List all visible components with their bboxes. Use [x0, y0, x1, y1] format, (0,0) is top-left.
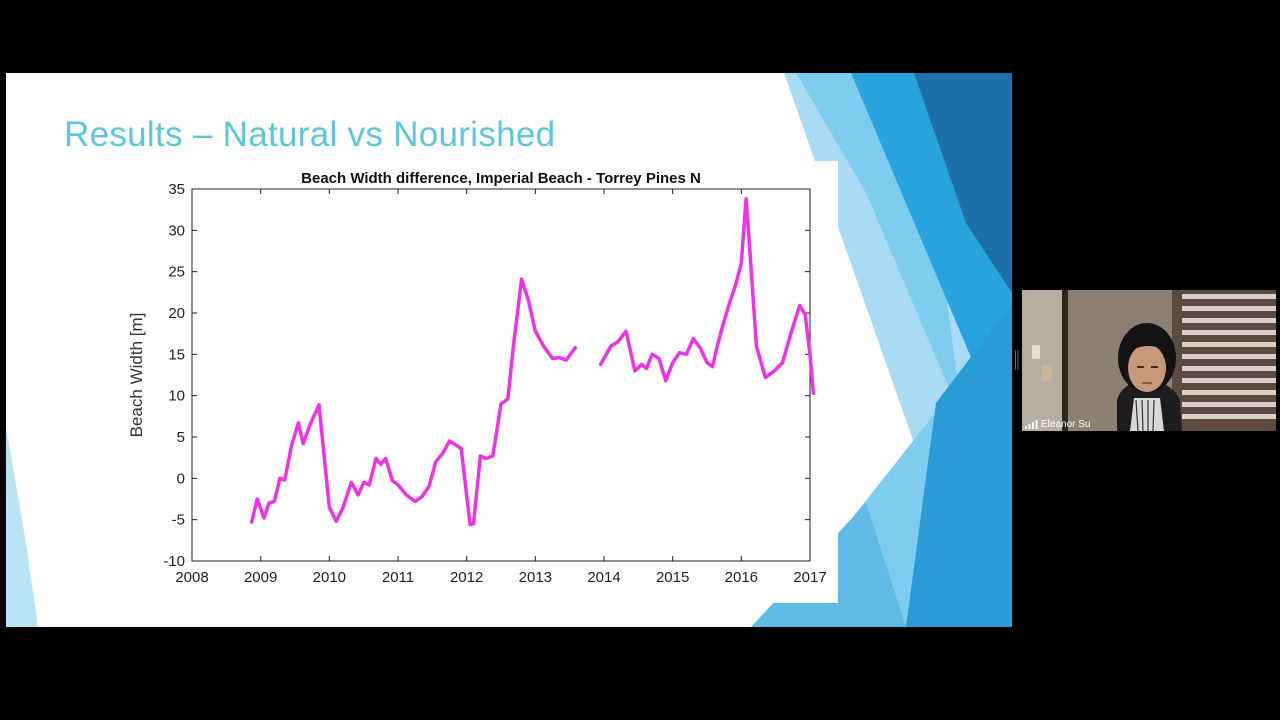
chart-title: Beach Width difference, Imperial Beach -…: [301, 170, 701, 187]
bg-shape-dark-1: [914, 73, 1012, 293]
x-tick-label: 2009: [244, 569, 277, 586]
y-tick-label: 25: [168, 264, 185, 281]
panel-splitter-handle[interactable]: [1015, 350, 1019, 370]
participant-name: Eleanor Su: [1041, 418, 1091, 430]
plot-area-frame: [191, 188, 811, 562]
window-blinds: [1182, 294, 1276, 419]
x-tick-label: 2017: [793, 569, 826, 586]
signal-bars-icon: [1025, 420, 1038, 429]
presentation-slide: Results – Natural vs Nourished 2008 2009 2…: [6, 73, 1012, 627]
x-tick-label: 2012: [450, 569, 483, 586]
participant-video-frame: [1022, 290, 1276, 431]
y-tick-label: 0: [177, 470, 185, 487]
x-tick-label: 2013: [519, 569, 552, 586]
y-tick-label: 10: [168, 388, 185, 405]
y-tick-label: 15: [168, 346, 185, 363]
x-tick-label: 2011: [382, 569, 414, 586]
bg-shape-mid-2: [906, 303, 1012, 627]
x-tick-label: 2008: [175, 569, 208, 586]
bg-shape-light-left: [6, 427, 38, 627]
y-tick-label: 20: [168, 305, 185, 322]
slide-background-decoration: [6, 73, 1012, 627]
participant-video-tile[interactable]: [1022, 290, 1276, 431]
y-axis-label: Beach Width [m]: [127, 313, 146, 438]
y-tick-label: -5: [172, 512, 185, 529]
y-tick-label: 30: [168, 222, 185, 239]
participant-name-label: Eleanor Su: [1024, 417, 1090, 431]
y-tick-label: 35: [168, 181, 185, 198]
series-line-segment-1: [249, 277, 577, 527]
series-line-segment-2: [598, 197, 816, 395]
participant-person: [1117, 323, 1182, 431]
y-tick-label: 5: [177, 429, 185, 446]
beach-width-line-chart: 2008 2009 2010 2011 2012 2013 2014 2015 2016 2017…: [127, 170, 827, 586]
x-tick-label: 2015: [656, 569, 689, 586]
x-tick-label: 2010: [313, 569, 346, 586]
chart-panel: 2008 2009 2010 2011 2012 2013 2014 2015 2016 2017…: [116, 161, 838, 603]
x-tick-label: 2016: [725, 569, 758, 586]
slide-title: Results – Natural vs Nourished: [64, 115, 556, 154]
x-tick-label: 2014: [587, 569, 620, 586]
y-tick-label: -10: [163, 553, 185, 570]
